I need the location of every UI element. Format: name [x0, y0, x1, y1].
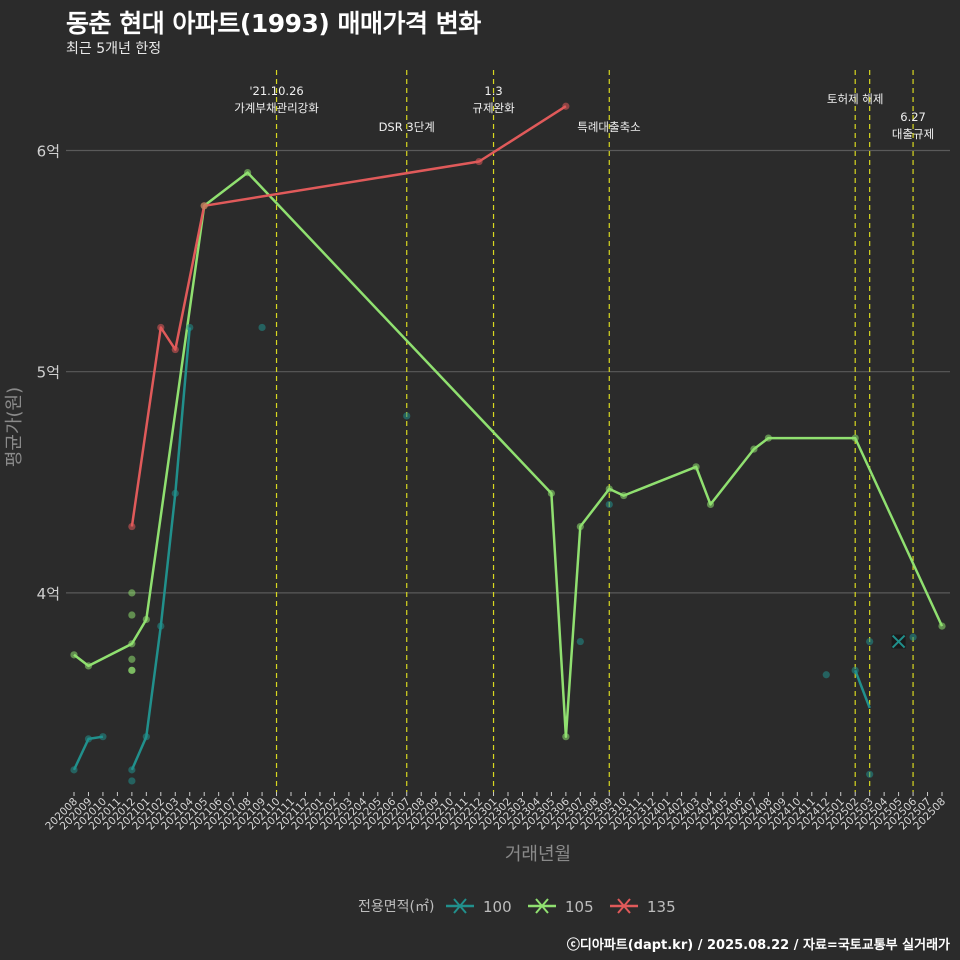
- data-point-105: [620, 491, 628, 500]
- data-point-105: [84, 662, 93, 670]
- event-label: 특례대출축소: [577, 120, 640, 134]
- event-label: 1.3: [484, 84, 502, 98]
- data-point-100: [142, 733, 150, 741]
- data-point-100: [403, 412, 411, 420]
- legend-key-105: [535, 898, 549, 914]
- data-point-105: [128, 655, 136, 663]
- data-point-100: [70, 766, 78, 774]
- data-point-105: [938, 622, 946, 630]
- cross-marker: [891, 634, 906, 649]
- grid-lines: [66, 149, 950, 594]
- data-point-100: [171, 489, 179, 497]
- data-point-105: [851, 434, 859, 442]
- data-point-105: [692, 463, 700, 471]
- data-point-105: [70, 651, 78, 659]
- series-line-135: [130, 105, 567, 527]
- data-point-100: [99, 733, 107, 741]
- data-point-105: [706, 500, 715, 509]
- data-point-105: [128, 640, 136, 648]
- legend: 전용면적(㎡) 100 105 135: [358, 898, 676, 916]
- data-point-100: [605, 500, 613, 509]
- data-point-100: [128, 766, 136, 774]
- data-point-100: [866, 637, 874, 646]
- data-point-105: [128, 666, 136, 674]
- event-label: 6.27: [900, 110, 926, 124]
- data-point-100: [157, 622, 165, 630]
- data-point-100: [576, 637, 584, 646]
- event-label: 토허제 해제: [827, 92, 884, 106]
- data-point-100: [186, 323, 194, 332]
- data-point-100: [851, 666, 859, 674]
- legend-label-135: 135: [647, 898, 676, 916]
- y-axis-label: 평균가(원): [4, 387, 25, 467]
- data-point-135: [562, 102, 570, 110]
- legend-key-135: [617, 898, 631, 914]
- series-line-105: [73, 171, 944, 738]
- data-point-135: [475, 157, 483, 166]
- data-point-105: [142, 615, 150, 624]
- y-tick-label: 5억: [37, 364, 60, 382]
- data-point-105: [244, 169, 252, 177]
- data-point-105: [764, 434, 773, 442]
- event-label: 가계부채관리강화: [234, 101, 319, 115]
- series-points: [70, 102, 946, 785]
- data-point-105: [605, 485, 613, 493]
- data-point-100: [84, 735, 93, 743]
- data-point-100: [822, 671, 830, 679]
- data-point-135: [200, 202, 208, 210]
- legend-title: 전용면적(㎡): [358, 899, 434, 915]
- data-point-135: [128, 522, 136, 531]
- data-point-135: [157, 323, 165, 332]
- data-point-100: [909, 633, 917, 641]
- source-caption: ⓒ디아파트(dapt.kr) / 2025.08.22 / 자료=국토교통부 실…: [566, 938, 950, 953]
- data-point-105: [547, 489, 556, 497]
- chart-subtitle: 최근 5개년 한정: [66, 41, 162, 57]
- data-point-105: [128, 611, 136, 619]
- data-point-105: [750, 445, 758, 453]
- x-axis-label: 거래년월: [505, 844, 571, 865]
- y-tick-label: 4억: [37, 585, 60, 603]
- event-label: 대출규제: [892, 127, 934, 141]
- event-label: 규제완화: [472, 101, 515, 115]
- axes: 4억5억6억평균가(원)2020082020092020102020112020…: [4, 142, 948, 865]
- event-label: DSR 3단계: [379, 120, 435, 134]
- series-line-100: [130, 327, 191, 771]
- event-label: '21.10.26: [249, 84, 303, 98]
- data-point-135: [171, 345, 179, 354]
- data-point-105: [128, 589, 136, 597]
- data-point-100: [866, 770, 874, 778]
- series-line-100: [854, 669, 871, 709]
- chart-title: 동춘 현대 아파트(1993) 매매가격 변화: [66, 9, 481, 38]
- data-point-100: [128, 777, 136, 785]
- data-point-105: [562, 733, 570, 741]
- data-point-100: [258, 323, 266, 332]
- legend-label-105: 105: [565, 898, 594, 916]
- data-point-105: [576, 522, 584, 531]
- y-tick-label: 6억: [37, 142, 60, 160]
- legend-key-100: [453, 898, 467, 914]
- legend-label-100: 100: [483, 898, 512, 916]
